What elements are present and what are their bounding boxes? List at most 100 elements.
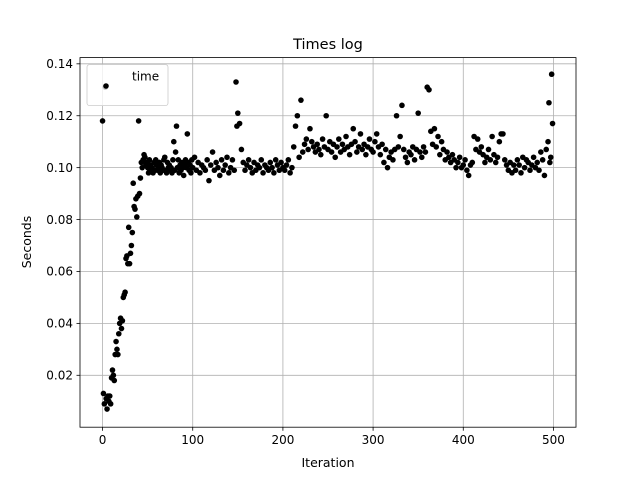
data-point	[494, 154, 501, 161]
data-point	[516, 162, 522, 168]
data-point	[541, 172, 548, 179]
chart-title: Times log	[292, 37, 363, 53]
data-point	[107, 401, 114, 407]
data-point	[247, 164, 254, 171]
data-point	[336, 136, 342, 142]
y-axis-ticks: 0.02 0.04 0.06 0.08 0.10 0.12 0.14	[46, 57, 80, 382]
data-point	[287, 170, 293, 176]
data-point	[357, 131, 364, 137]
y-tick-label: 0.02	[46, 368, 73, 382]
data-point	[420, 144, 427, 150]
data-point	[332, 154, 339, 161]
data-point	[125, 224, 132, 231]
data-point	[130, 180, 137, 187]
data-point	[233, 79, 239, 85]
data-point	[545, 138, 551, 145]
data-point	[299, 149, 306, 155]
data-point	[111, 377, 118, 384]
data-point	[135, 118, 142, 124]
data-point	[308, 138, 315, 145]
data-point	[137, 175, 144, 181]
data-point	[209, 149, 216, 155]
data-point	[400, 146, 407, 153]
data-point	[319, 136, 326, 142]
data-point	[438, 138, 445, 145]
data-point	[418, 154, 425, 161]
data-point	[549, 120, 556, 127]
data-point	[397, 133, 403, 140]
data-point	[352, 138, 358, 145]
data-point	[548, 71, 555, 78]
data-point	[547, 154, 554, 161]
data-point	[224, 154, 230, 161]
data-point	[460, 162, 467, 168]
data-point	[184, 131, 191, 137]
data-point	[512, 167, 519, 174]
data-point	[235, 110, 241, 116]
data-point	[109, 367, 116, 373]
data-point	[510, 162, 517, 168]
data-point	[433, 144, 440, 150]
data-point	[534, 159, 541, 166]
data-point	[359, 146, 366, 153]
data-point	[372, 138, 378, 145]
data-point	[285, 157, 292, 163]
data-point	[474, 136, 481, 142]
data-point	[229, 157, 236, 163]
legend-box	[86, 64, 169, 106]
data-point	[258, 157, 265, 163]
data-point	[292, 123, 299, 129]
data-point	[222, 162, 228, 168]
data-point	[492, 159, 499, 166]
legend-label-time: time	[132, 70, 159, 84]
data-point	[381, 159, 387, 166]
data-point	[289, 164, 295, 171]
data-point	[142, 154, 148, 161]
data-point	[283, 162, 290, 168]
data-point	[226, 170, 232, 176]
data-point	[539, 157, 546, 163]
x-tick-label: 0	[99, 433, 107, 447]
data-point	[126, 260, 133, 267]
data-point	[188, 170, 194, 176]
x-axis-title: Iteration	[301, 455, 354, 470]
data-point	[303, 136, 310, 142]
data-point	[127, 250, 134, 257]
y-tick-label: 0.10	[46, 161, 73, 175]
x-tick-label: 100	[181, 433, 204, 447]
data-point	[172, 149, 179, 155]
data-point	[543, 146, 550, 153]
data-point	[328, 149, 335, 155]
x-tick-label: 300	[362, 433, 385, 447]
data-point	[118, 325, 125, 332]
data-point	[317, 151, 324, 158]
data-point	[478, 144, 485, 150]
y-tick-label: 0.06	[46, 265, 73, 279]
data-point	[314, 141, 320, 148]
data-point	[354, 149, 360, 155]
legend: time	[86, 64, 169, 106]
data-point	[435, 133, 441, 140]
data-point	[101, 401, 108, 407]
y-tick-label: 0.04	[46, 317, 73, 331]
data-point	[373, 131, 380, 137]
data-point	[465, 172, 472, 179]
data-point	[206, 177, 212, 184]
data-point	[256, 164, 263, 171]
data-point	[290, 144, 297, 150]
data-point	[377, 151, 384, 158]
data-point	[393, 112, 400, 119]
data-point	[236, 120, 243, 127]
data-point	[404, 159, 411, 166]
data-point	[115, 330, 122, 337]
data-point	[136, 190, 143, 197]
data-point	[350, 125, 357, 132]
data-point	[370, 149, 376, 155]
y-tick-label: 0.08	[46, 213, 73, 227]
data-point	[339, 141, 346, 148]
data-point	[366, 136, 373, 142]
data-point	[489, 133, 495, 140]
data-point	[134, 214, 140, 220]
data-point	[514, 157, 521, 163]
